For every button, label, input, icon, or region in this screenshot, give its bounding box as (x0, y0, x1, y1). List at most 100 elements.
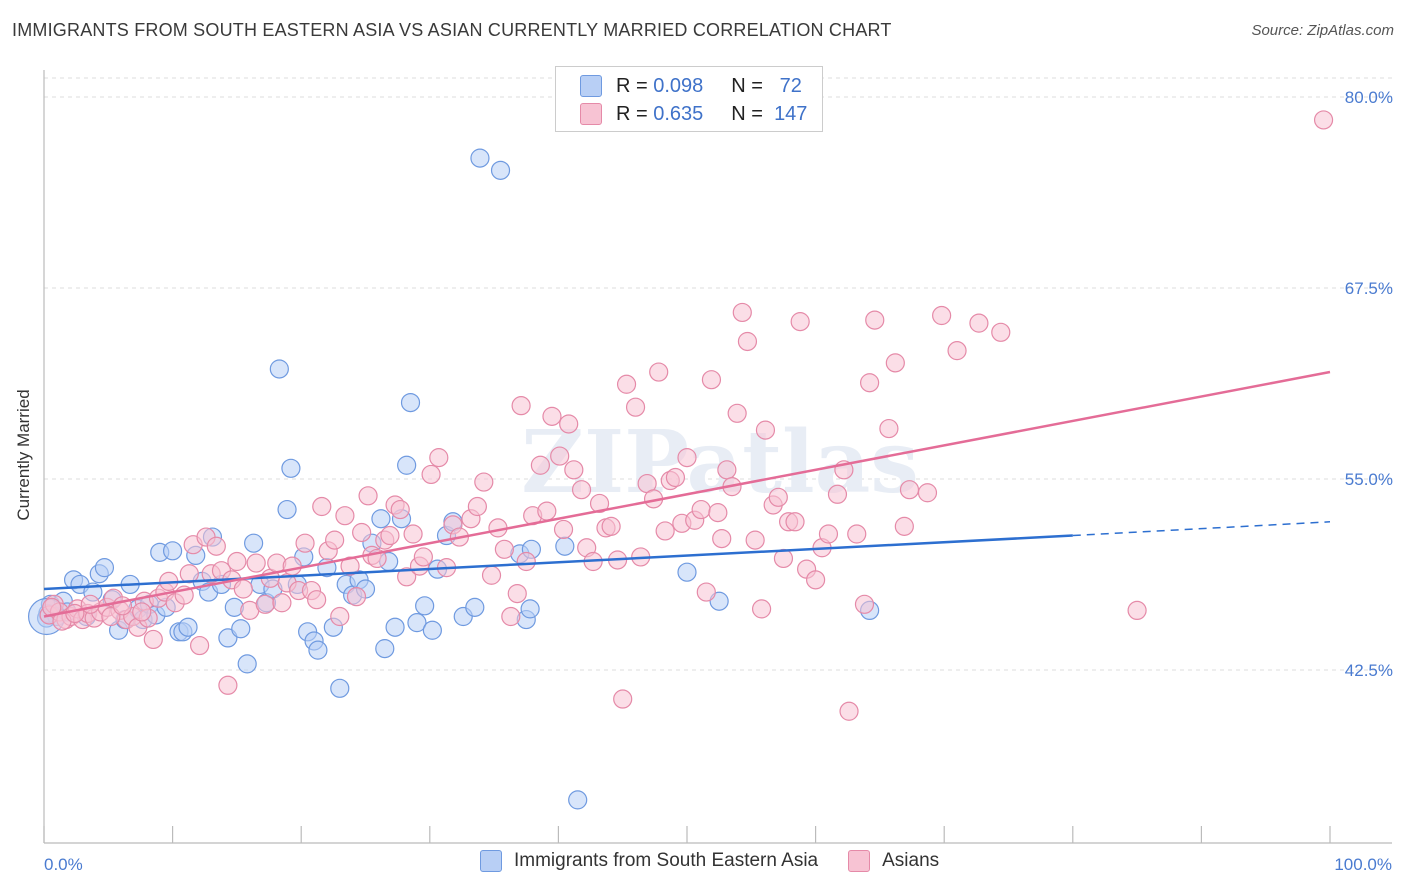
pink-point-102 (649, 362, 669, 382)
pink-point-79 (511, 396, 531, 416)
pink-point-80 (516, 551, 536, 572)
blue-point-24 (178, 617, 198, 637)
pink-point-109 (691, 499, 711, 520)
pink-point-65 (413, 547, 433, 567)
pink-point-51 (335, 506, 355, 526)
blue-point-45 (308, 640, 328, 660)
pink-point-84 (542, 406, 562, 426)
pink-point-140 (885, 353, 905, 373)
pink-point-120 (751, 599, 772, 619)
r-label: R = (616, 102, 648, 125)
blue-point-59 (397, 455, 417, 475)
blue-point-39 (277, 499, 297, 520)
trend-line-blue (43, 534, 1073, 591)
legend-label-pink: Asians (882, 850, 940, 871)
blue-point-57 (385, 617, 405, 637)
blue-point-21 (163, 541, 183, 561)
n-value-pink: 147 (774, 102, 808, 125)
pink-point-135 (847, 524, 867, 544)
pink-point-136 (854, 594, 875, 614)
series-legend: Immigrants from South Eastern Asia Asian… (480, 850, 969, 872)
pink-point-31 (218, 675, 238, 695)
blue-point-75 (555, 536, 575, 556)
pink-point-131 (818, 524, 839, 544)
pink-point-137 (860, 373, 880, 393)
blue-point-33 (237, 654, 257, 674)
blue-point-32 (231, 619, 251, 639)
blue-point-68 (465, 597, 485, 617)
source-credit: Source: ZipAtlas.com (1251, 22, 1394, 39)
blue-point-63 (422, 620, 442, 640)
pink-point-82 (530, 455, 550, 475)
pink-point-145 (947, 341, 967, 361)
y-tick-label-2: 67.5% (1345, 279, 1393, 298)
pink-point-97 (616, 374, 637, 394)
pink-point-119 (745, 530, 765, 550)
y-tick-label-0: 42.5% (1345, 661, 1393, 680)
n-label: N = (731, 74, 763, 97)
pink-point-105 (665, 467, 686, 488)
pink-point-18 (143, 629, 163, 650)
pink-point-55 (358, 486, 378, 506)
pink-point-83 (537, 501, 557, 521)
legend-swatch-blue (480, 850, 502, 872)
pink-point-141 (894, 516, 914, 536)
blue-point-69 (470, 148, 490, 168)
pink-point-44 (295, 533, 315, 553)
x-tick-label-max: 100.0% (1334, 855, 1392, 874)
pink-point-37 (255, 594, 275, 614)
pink-point-42 (282, 556, 302, 576)
pink-point-94 (601, 516, 621, 536)
pink-point-132 (827, 484, 848, 504)
pink-point-111 (701, 370, 722, 390)
x-tick-label-min: 0.0% (44, 855, 83, 874)
pink-point-107 (677, 448, 697, 468)
pink-point-116 (727, 403, 747, 423)
legend-row-pink: R = 0.635 N = 147 (580, 101, 807, 127)
blue-point-40 (281, 458, 301, 478)
blue-point-76 (568, 790, 588, 810)
pink-point-156 (132, 602, 152, 622)
pink-point-117 (732, 302, 752, 323)
blue-point-62 (415, 596, 435, 616)
legend-item-pink: Asians (848, 850, 939, 872)
pink-point-123 (768, 487, 788, 507)
pink-point-36 (246, 553, 266, 573)
pink-point-73 (474, 472, 494, 492)
pink-point-89 (571, 480, 592, 500)
pink-point-39 (267, 553, 287, 573)
pink-point-86 (553, 519, 574, 540)
blue-point-10 (94, 558, 115, 578)
legend-label-blue: Immigrants from South Eastern Asia (514, 850, 819, 871)
pink-point-153 (80, 594, 100, 614)
pink-point-49 (325, 530, 345, 550)
pink-point-33 (227, 551, 247, 572)
pink-point-92 (589, 493, 610, 514)
blue-point-31 (224, 597, 244, 617)
pink-point-61 (390, 499, 410, 520)
pink-point-78 (507, 583, 527, 604)
legend-item-blue: Immigrants from South Eastern Asia (480, 850, 818, 872)
legend-swatch-pink (580, 103, 602, 125)
legend-swatch-pink (848, 850, 871, 872)
pink-point-98 (625, 397, 646, 417)
pink-point-67 (429, 448, 449, 468)
pink-point-121 (755, 420, 776, 440)
pink-point-118 (737, 331, 758, 352)
pink-point-144 (932, 305, 952, 326)
blue-point-38 (269, 359, 289, 379)
blue-point-48 (330, 678, 350, 698)
pink-point-72 (467, 496, 487, 517)
y-tick-label-3: 80.0% (1345, 88, 1393, 107)
pink-point-96 (613, 689, 633, 709)
trend-line-pink (43, 370, 1331, 618)
pink-point-150 (42, 597, 62, 617)
legend-row-blue: R = 0.098 N = 72 (580, 73, 802, 99)
blue-point-54 (371, 509, 391, 529)
pink-point-77 (501, 606, 521, 627)
stats-legend: R = 0.098 N = 72 R = 0.635 N = 147 (555, 66, 823, 132)
pink-point-149 (1313, 110, 1334, 130)
pink-point-129 (805, 570, 826, 590)
pink-point-66 (421, 464, 441, 485)
